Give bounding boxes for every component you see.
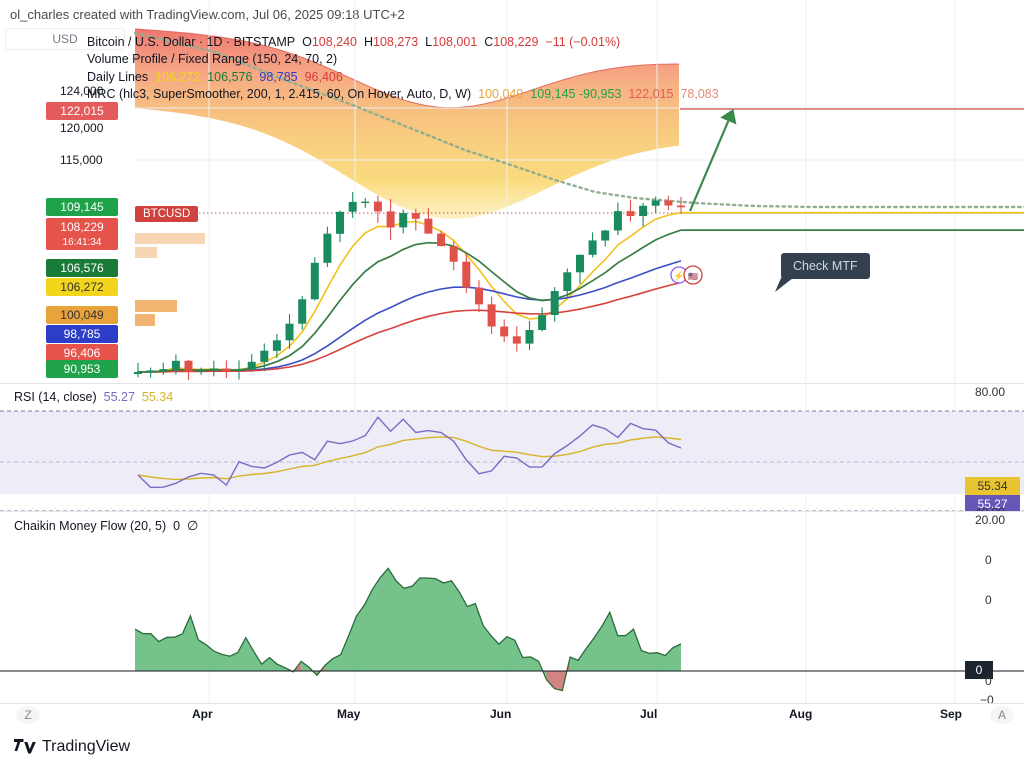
- svg-text:⚡: ⚡: [673, 270, 684, 282]
- svg-text:🇺🇸: 🇺🇸: [688, 272, 698, 281]
